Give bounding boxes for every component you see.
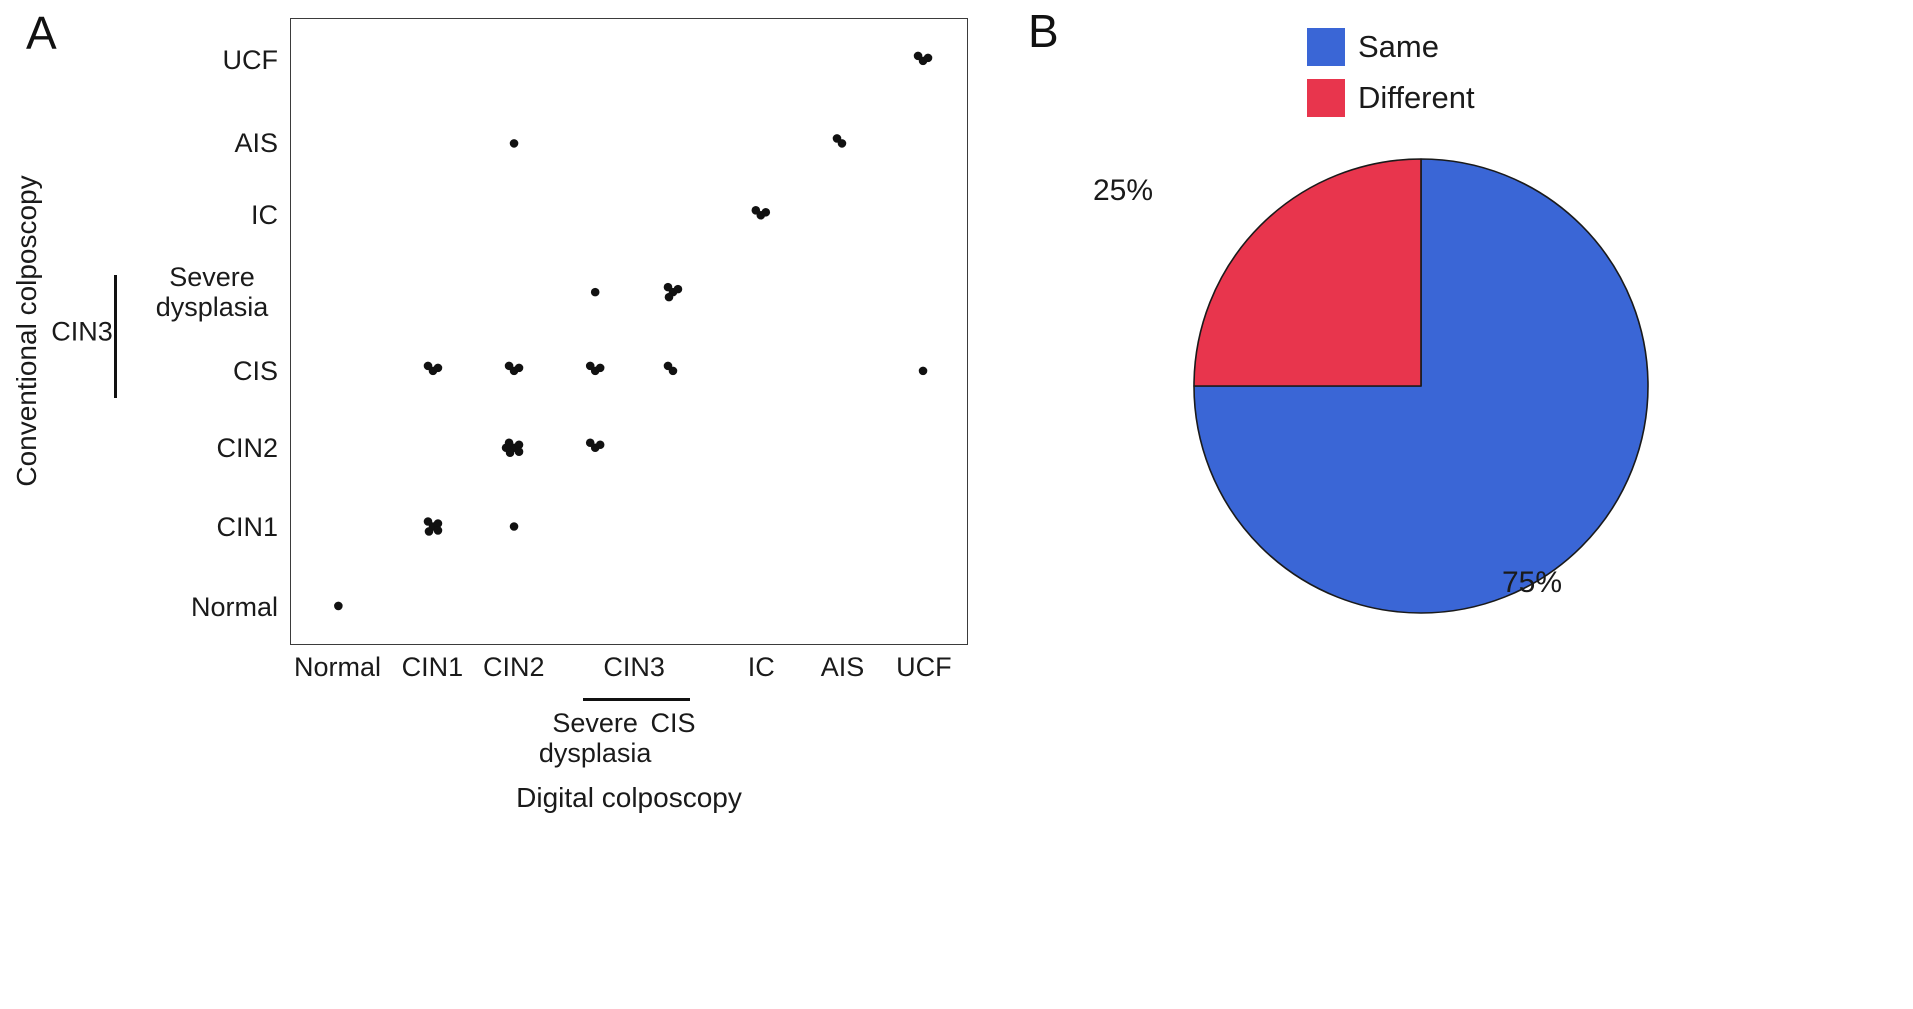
data-point (514, 440, 524, 450)
x-tick-label: UCF (896, 652, 952, 682)
x-axis-title: Digital colposcopy (516, 782, 742, 813)
pie-percent-label-same: 75% (1502, 566, 1563, 599)
data-point (501, 443, 511, 453)
data-point (595, 440, 605, 450)
scatter-points-layer (334, 51, 933, 611)
legend-swatch-same (1307, 28, 1345, 66)
data-point (832, 134, 842, 143)
data-point (585, 438, 595, 448)
y-tick-label: IC (251, 199, 278, 230)
data-point (433, 519, 443, 528)
y-tick-label: UCF (222, 44, 279, 75)
y-tick-label: Normal (190, 591, 278, 622)
y-group-label: CIN3 (51, 316, 113, 346)
pie-slice-same (1193, 158, 1649, 614)
x-tick-label: IC (747, 652, 775, 682)
data-point (433, 526, 443, 535)
panel-a-label: A (26, 7, 57, 59)
legend-item-same: Same (1307, 28, 1475, 66)
pie-slice-different (1193, 158, 1422, 387)
x-tick-label: Normal (293, 652, 381, 682)
x-tick-label: CIN1 (401, 652, 464, 682)
data-point (663, 361, 673, 371)
x-tick-label: CIN2 (482, 652, 545, 682)
y-tick-label: AIS (234, 127, 278, 158)
legend-swatch-different (1307, 79, 1345, 117)
data-point (923, 53, 933, 63)
data-point (509, 139, 519, 148)
data-point (504, 361, 514, 371)
data-point (509, 522, 519, 531)
pie-legend: Same Different (1307, 28, 1475, 117)
data-point (433, 363, 443, 373)
data-point (424, 527, 434, 536)
y-tick-label: CIS (232, 355, 278, 386)
x-sub-tick-label: Severe dysplasia (538, 708, 652, 769)
data-point (673, 284, 683, 294)
x-group-label: CIN3 (603, 652, 665, 682)
pie-chart (1193, 158, 1649, 614)
data-point (585, 361, 595, 371)
legend-label-same: Same (1358, 29, 1439, 64)
y-tick-label: CIN1 (216, 511, 278, 542)
x-sub-tick-label: CIS (650, 708, 696, 738)
x-tick-label: AIS (820, 652, 865, 682)
data-point (590, 287, 600, 297)
data-point (514, 447, 524, 457)
data-point (761, 207, 771, 217)
data-point (334, 601, 343, 611)
data-point (913, 51, 923, 61)
y-group-bracket (114, 274, 117, 398)
data-point (595, 363, 605, 373)
data-point (751, 206, 761, 215)
legend-label-different: Different (1358, 80, 1475, 115)
data-point (514, 363, 524, 373)
data-point (918, 366, 928, 376)
data-point (423, 517, 433, 526)
plot-area (290, 18, 968, 645)
x-group-bracket (583, 698, 691, 701)
data-point (663, 282, 673, 292)
data-point (664, 292, 674, 302)
y-tick-label: Severe dysplasia (155, 261, 269, 322)
y-tick-label: CIN2 (216, 432, 278, 463)
legend-item-different: Different (1307, 79, 1475, 117)
pie-percent-label-different: 25% (1093, 174, 1154, 207)
panel-b-label: B (1028, 5, 1059, 57)
data-point (423, 361, 433, 371)
